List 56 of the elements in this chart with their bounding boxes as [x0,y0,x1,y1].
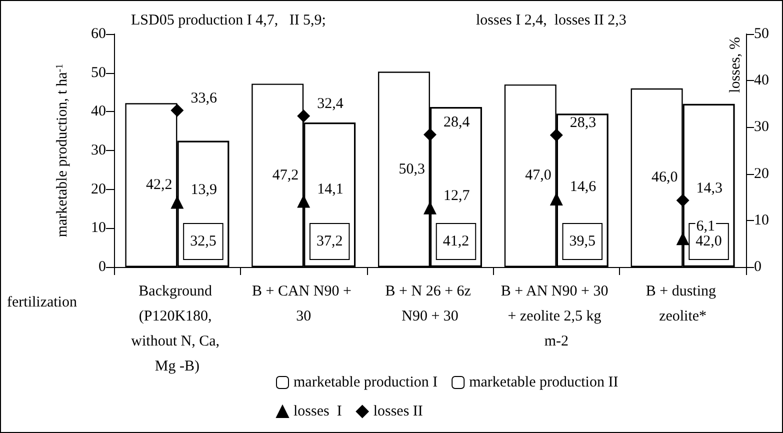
legend-label: losses I [294,404,342,420]
data-label: 46,0 [652,170,678,186]
data-label: 42,0 [696,234,722,250]
x-tick-label: B + AN N90 + 30 + zeolite 2,5 kg m-2 [500,284,612,350]
y2-axis-title: losses, % [728,36,744,93]
point [297,110,310,123]
point [676,232,690,246]
point [170,104,184,117]
data-label: 12,7 [444,188,470,204]
point [550,128,563,142]
data-label: 28,3 [570,115,596,132]
data-label: 37,2 [316,234,343,250]
point [676,194,690,207]
data-label: 50,3 [398,161,425,178]
data-label: 13,9 [190,182,217,198]
data-label: 39,5 [569,234,596,250]
data-label: 6,1 [696,218,716,235]
text: LSD05 production I 4,7, II 5,9; [131,12,326,28]
y-tick-label: 60 [91,26,106,42]
y-tick-label: 30 [91,142,106,158]
y2-tick-label: 40 [754,72,769,89]
legend-label: marketable production II [469,374,618,390]
y2-tick-label: 20 [754,166,769,182]
data-label: 47,2 [272,167,299,184]
data-label: 14,3 [696,180,723,196]
legend-label: marketable production I [294,374,438,390]
x-tick-label: B + N 26 + 6z N90 + 30 [385,284,475,324]
point [550,192,563,206]
y2-tick-label: 50 [754,26,769,42]
y-tick-label: 0 [98,259,106,275]
x-axis-title: fertilization [7,294,78,310]
text: losses I 2,4, losses II 2,3 [476,12,626,28]
point [424,128,436,142]
data-label: 14,1 [317,181,344,198]
y-tick-label: 10 [91,220,106,236]
y2-tick-label: 10 [754,212,769,228]
x-tick-label: B + CAN N90 + 30 [252,284,356,324]
data-label: 32,5 [190,234,216,250]
x-tick-label: B + dusting zeolite* [646,284,720,324]
data-label: 32,4 [317,96,344,112]
legend-label: losses II [373,404,423,420]
y-tick-label: 20 [91,181,106,198]
point [170,196,184,209]
y-axis-title: marketable production, t ha-1 [54,64,70,238]
data-label: 47,0 [525,168,552,184]
y-tick-label: 50 [91,64,106,81]
data-label: 42,2 [146,177,172,194]
data-label: 28,4 [444,114,470,131]
data-label: 33,6 [190,90,218,106]
data-label: 14,6 [570,178,597,195]
y-tick-label: 40 [91,104,106,120]
x-tick-label: Background (P120K180, without N, Ca, Mg -B) [131,284,224,374]
y2-tick-label: 30 [754,119,769,136]
point [297,194,310,208]
y2-tick-label: 0 [754,259,762,275]
data-label: 41,2 [442,234,470,250]
